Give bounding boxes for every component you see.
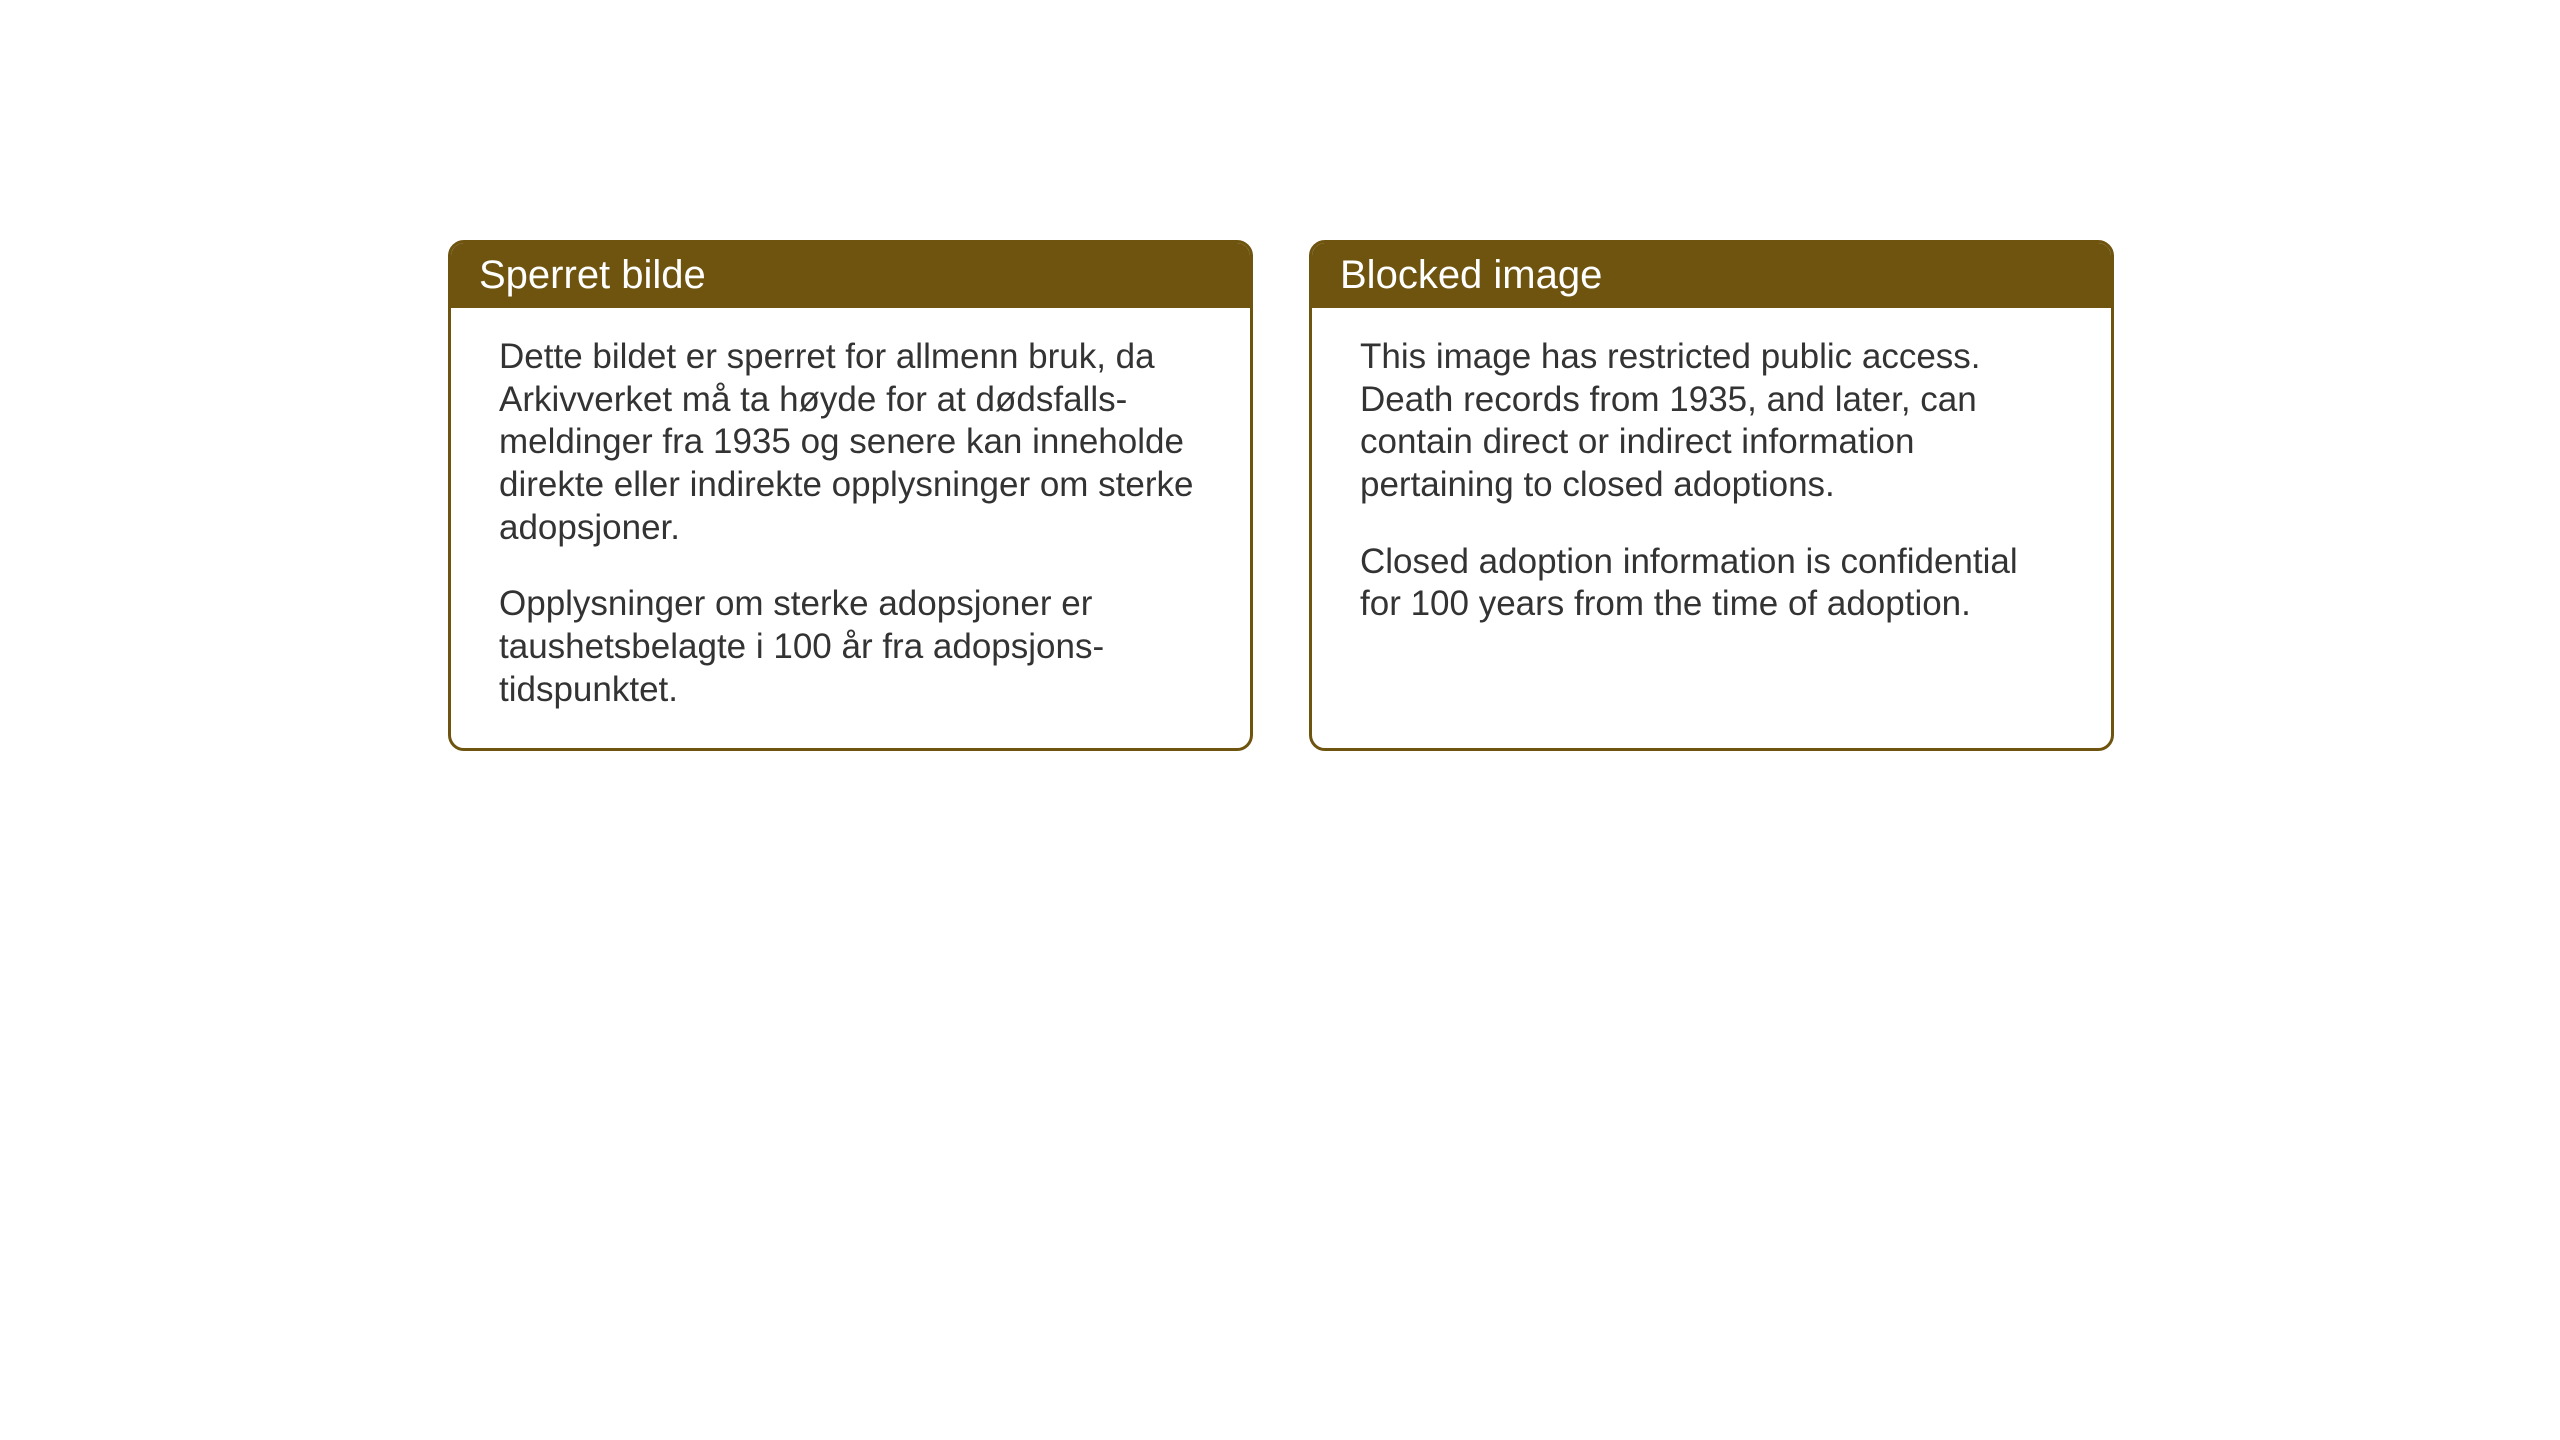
card-title-norwegian: Sperret bilde [479,253,706,297]
card-header-norwegian: Sperret bilde [451,243,1250,308]
card-title-english: Blocked image [1340,253,1602,297]
card-header-english: Blocked image [1312,243,2111,308]
notice-paragraph-1-norwegian: Dette bildet er sperret for allmenn bruk… [499,336,1202,549]
notice-paragraph-2-english: Closed adoption information is confident… [1360,541,2063,626]
notice-paragraph-1-english: This image has restricted public access.… [1360,336,2063,507]
notice-card-english: Blocked image This image has restricted … [1309,240,2114,751]
notice-paragraph-2-norwegian: Opplysninger om sterke adopsjoner er tau… [499,583,1202,711]
notice-card-norwegian: Sperret bilde Dette bildet er sperret fo… [448,240,1253,751]
card-body-norwegian: Dette bildet er sperret for allmenn bruk… [451,308,1250,748]
notice-container: Sperret bilde Dette bildet er sperret fo… [448,240,2114,751]
card-body-english: This image has restricted public access.… [1312,308,2111,662]
